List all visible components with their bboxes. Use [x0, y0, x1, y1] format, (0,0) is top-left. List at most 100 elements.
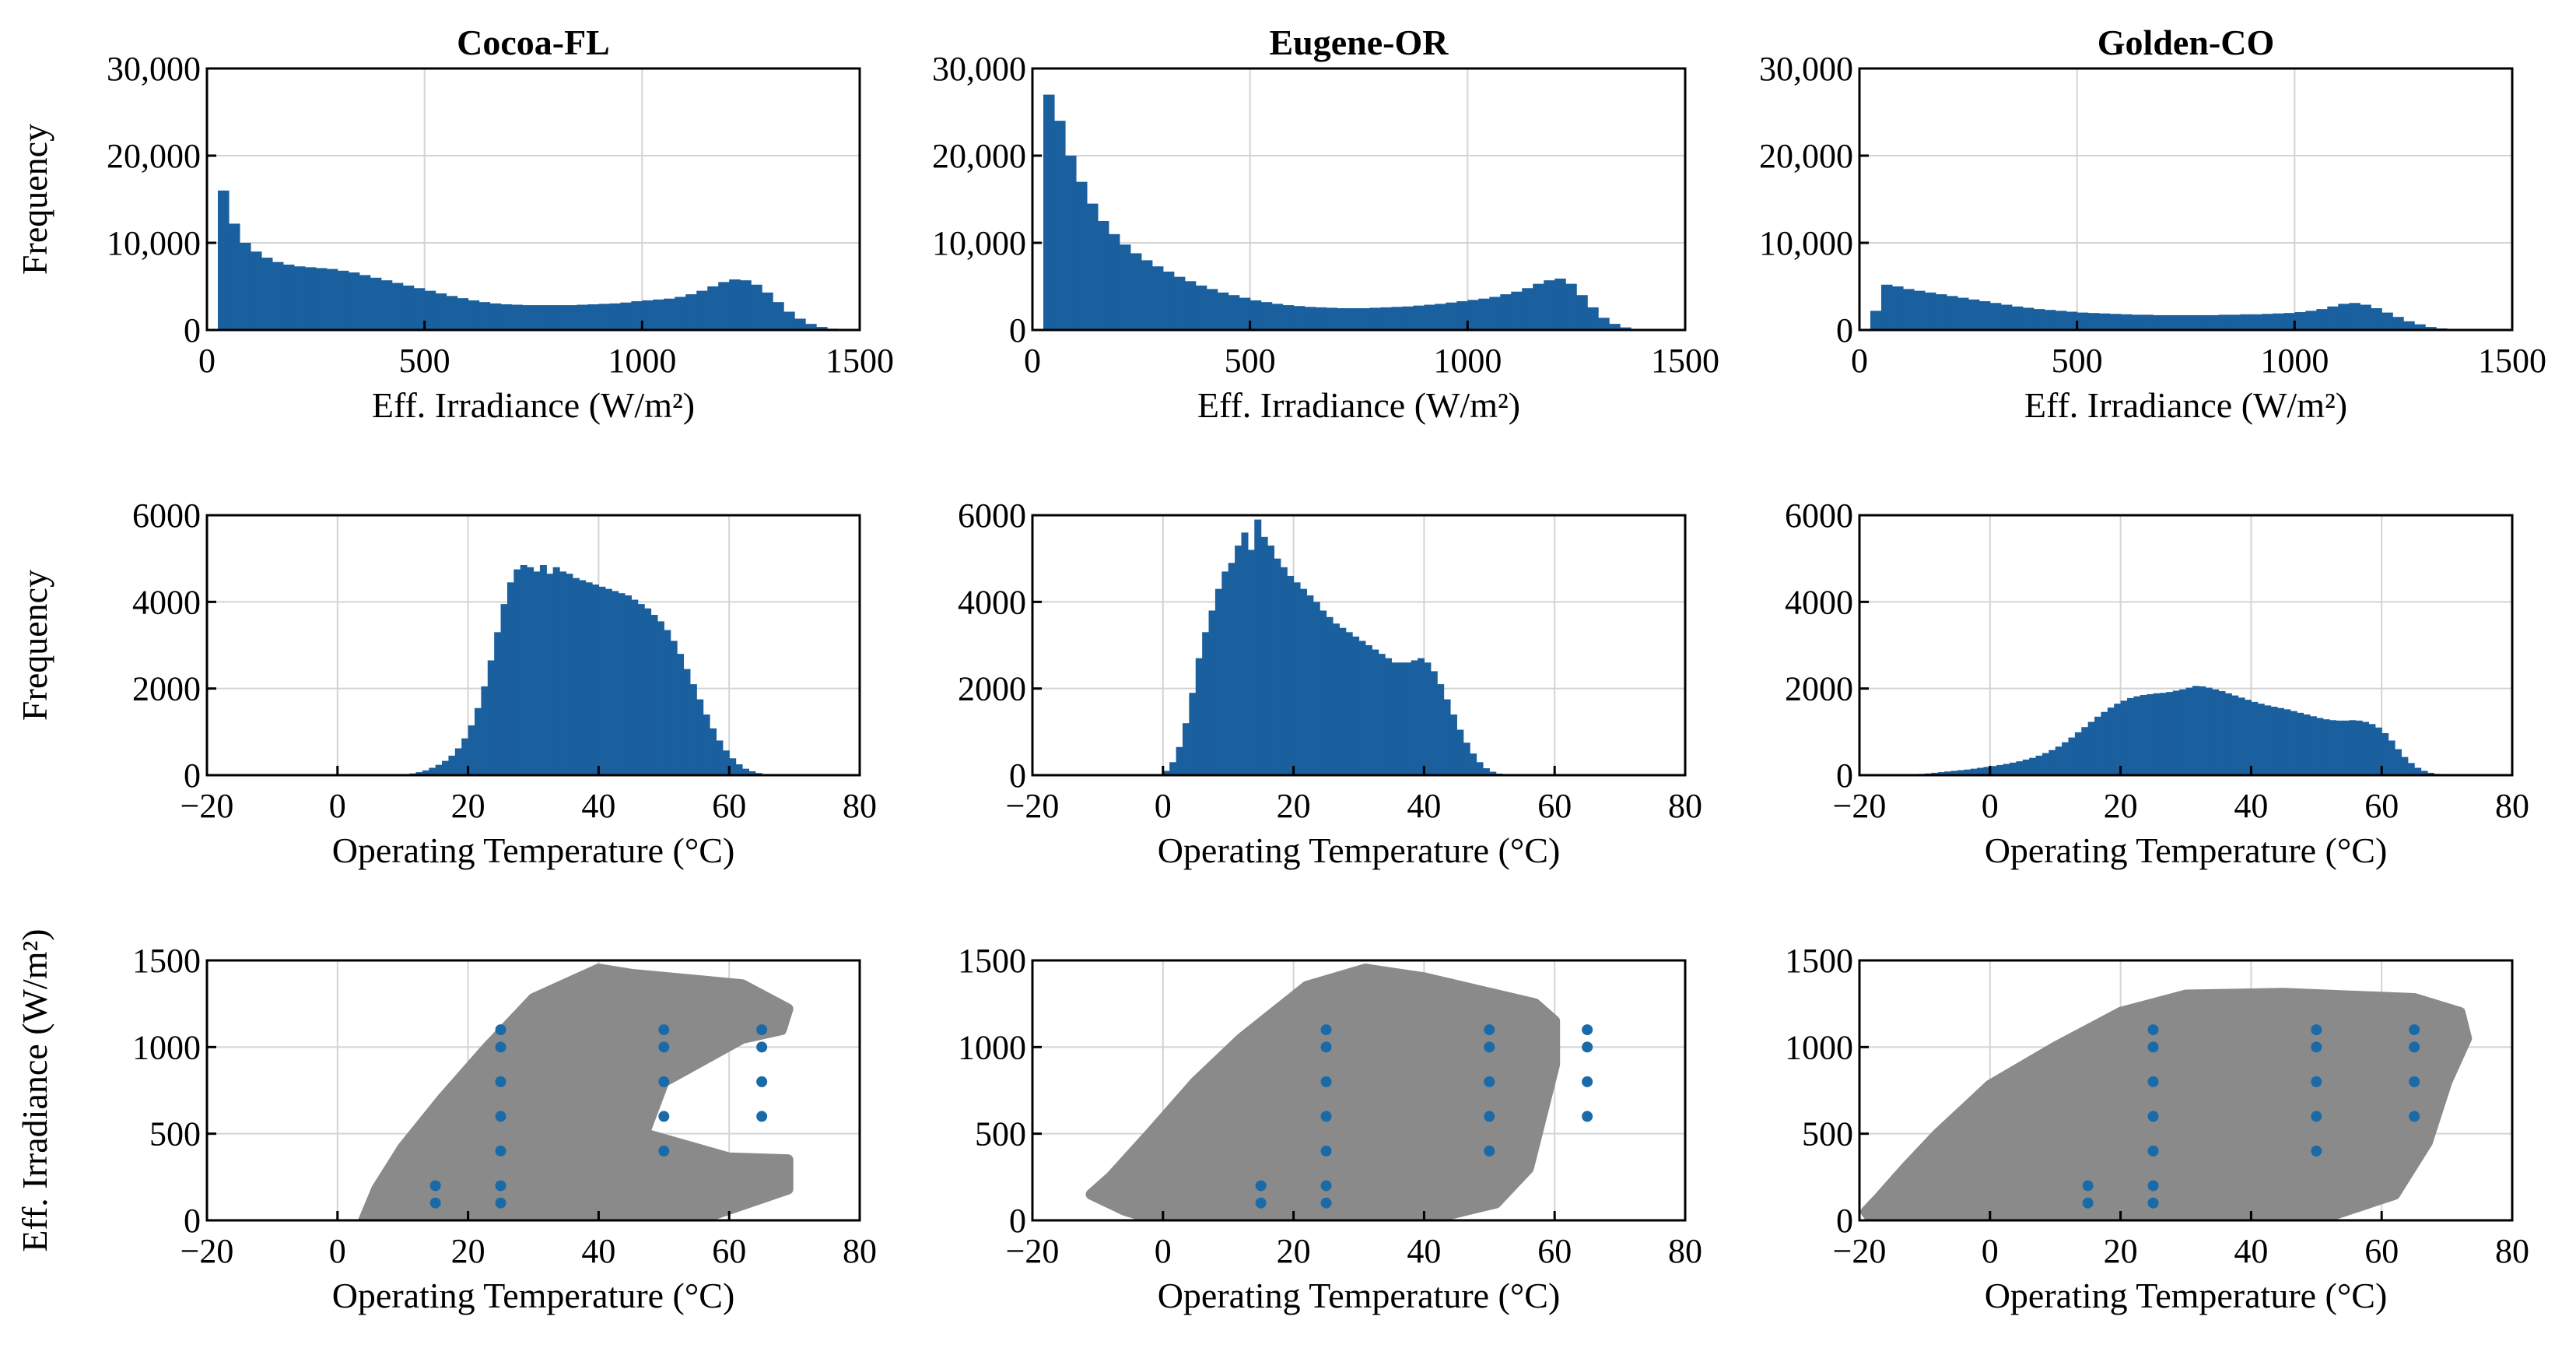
histogram-bar [2245, 700, 2252, 775]
x-axis-label: Eff. Irradiance (W/m²) [1197, 385, 1520, 425]
histogram-bar [478, 302, 491, 330]
histogram-bar [2371, 308, 2382, 330]
eugene-irr-chart: 0 500 1000 1500 0 10,000 20,000 30,000 Eugene-OR… [932, 23, 1719, 425]
histogram-bar [1235, 545, 1242, 775]
histogram-bar [1214, 588, 1222, 775]
histogram-bar [1924, 292, 1936, 330]
histogram-bar [2240, 314, 2252, 330]
x-tick-label: 80 [2495, 787, 2529, 825]
histogram-bar [1130, 253, 1142, 330]
histogram-bar [1086, 203, 1099, 330]
histogram-bar [337, 270, 349, 330]
histogram-bar [1315, 307, 1327, 330]
test-condition-point [2409, 1076, 2420, 1087]
histogram-bar [2329, 720, 2337, 775]
histogram-bar [1169, 762, 1177, 775]
test-condition-point [2147, 1024, 2159, 1036]
x-tick-label: 1000 [608, 342, 676, 380]
histogram-bar [391, 283, 404, 330]
histogram-bar [1217, 292, 1229, 330]
histogram-bar [1391, 662, 1399, 775]
chart-title: Cocoa-FL [457, 23, 610, 62]
histogram-bar [1249, 300, 1262, 330]
histogram-bar [1500, 294, 1512, 330]
histogram-bar [1598, 318, 1610, 330]
test-condition-point [2147, 1041, 2159, 1053]
histogram-bar [1280, 567, 1288, 775]
histogram-bar [2107, 707, 2115, 775]
histogram-bar [572, 577, 580, 775]
histogram-bar [2147, 693, 2154, 775]
histogram-bar [2212, 689, 2220, 775]
histogram-bar [1337, 308, 1349, 330]
histogram-bar [2133, 696, 2141, 775]
histogram-bar [2368, 724, 2376, 775]
histogram-bar [2257, 704, 2265, 775]
histogram-bar [566, 305, 578, 330]
histogram-bar [1964, 769, 1971, 775]
test-condition-point [1484, 1024, 1495, 1036]
histogram-bar [2294, 312, 2306, 330]
histogram-bar [1176, 746, 1183, 775]
x-tick-label: 1500 [2478, 342, 2546, 380]
histogram-bar [2140, 695, 2147, 775]
test-condition-point [1255, 1197, 1267, 1209]
histogram-bar [2276, 707, 2284, 775]
histogram-bar [1391, 307, 1404, 330]
eugene-irr-marks [1043, 94, 1685, 330]
histogram-bar [670, 641, 678, 775]
histogram-bar [272, 262, 284, 330]
test-condition-point [1320, 1111, 1332, 1122]
histogram-bar [1267, 545, 1275, 775]
histogram-bar [1339, 627, 1347, 775]
histogram-bar [2414, 767, 2422, 775]
histogram-bar [511, 304, 524, 330]
x-tick-label: 1000 [2260, 342, 2329, 380]
histogram-bar [359, 275, 371, 330]
histogram-bar [1247, 549, 1255, 775]
histogram-bar [1397, 662, 1405, 775]
histogram-bar [506, 582, 514, 775]
histogram-bar [664, 298, 675, 330]
x-tick-label: 40 [2234, 1232, 2268, 1270]
histogram-bar [2207, 314, 2220, 330]
histogram-bar [2011, 306, 2024, 330]
histogram-bar [481, 686, 489, 775]
histogram-bar [2120, 700, 2128, 775]
histogram-bar [1880, 284, 1893, 330]
test-condition-point [2409, 1111, 2420, 1122]
histogram-bar [1983, 767, 1991, 775]
histogram-bar [1424, 662, 1432, 775]
histogram-bar [1418, 658, 1425, 775]
y-tick-label: 30,000 [932, 50, 1026, 88]
histogram-bar [2394, 749, 2402, 775]
histogram-bar [1443, 699, 1451, 775]
golden-irr-chart: 0 500 1000 1500 0 10,000 20,000 30,000 Golden-CO… [1759, 23, 2546, 425]
test-condition-point [495, 1041, 506, 1053]
histogram-bar [1313, 602, 1320, 775]
histogram-bar [1141, 260, 1153, 330]
test-condition-point [1320, 1076, 1332, 1087]
histogram-bar [2262, 314, 2273, 330]
histogram-bar [1456, 301, 1468, 330]
histogram-bar [587, 304, 599, 330]
histogram-bar [1162, 271, 1175, 330]
histogram-bar [642, 300, 654, 330]
y-tick-label: 30,000 [1759, 50, 1853, 88]
histogram-bar [2360, 304, 2371, 330]
histogram-bar [1554, 278, 1566, 330]
histogram-bar [1470, 753, 1477, 775]
histogram-bar [2074, 732, 2082, 775]
histogram-bar [1306, 595, 1314, 775]
histogram-bar [2388, 740, 2396, 775]
histogram-bar [2142, 314, 2154, 330]
axes-box [1031, 959, 1687, 1222]
x-tick-label: 20 [1277, 1232, 1311, 1270]
histogram-bar [2164, 314, 2176, 330]
x-tick-label: 0 [198, 342, 216, 380]
test-condition-point [495, 1197, 506, 1209]
histogram-bar [1287, 575, 1295, 775]
histogram-bar [1378, 654, 1386, 775]
histogram-bar [424, 290, 436, 330]
histogram-bar [413, 288, 426, 330]
